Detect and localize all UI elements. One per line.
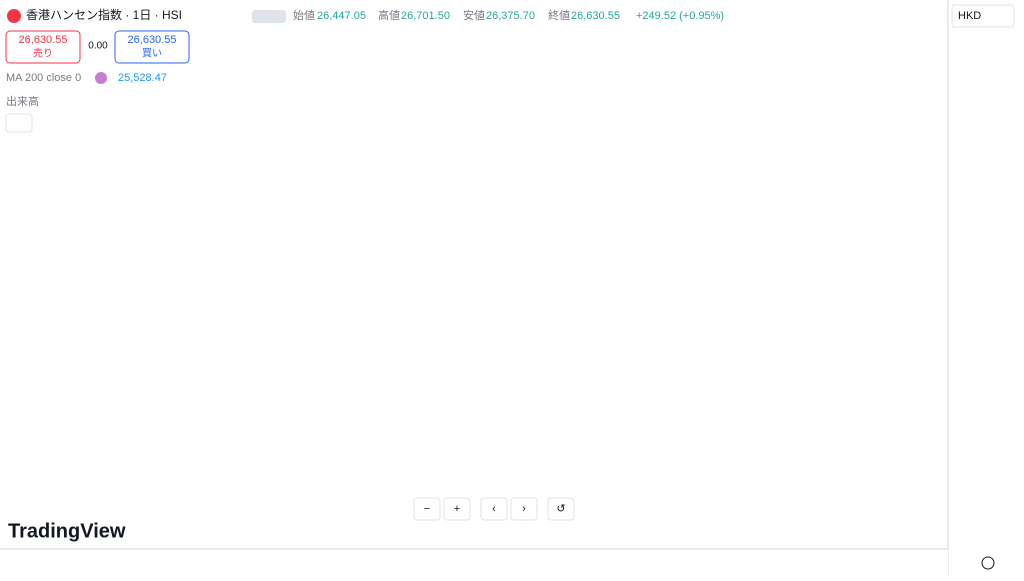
sell-price: 26,630.55: [19, 34, 68, 46]
logo: TradingView: [8, 520, 126, 542]
high-label: 高値: [378, 8, 400, 22]
close-label: 終値: [548, 8, 570, 22]
ma-icon: [95, 72, 107, 84]
buy-price: 26,630.55: [128, 34, 177, 46]
sell: 売り: [33, 47, 53, 60]
symbol-icon: [7, 9, 21, 23]
icon: ↺: [556, 503, 565, 515]
open-label: 始値: [293, 8, 315, 22]
low: 26,375.70: [486, 10, 535, 22]
collapse-button[interactable]: [5, 113, 33, 133]
icon: ›: [522, 503, 526, 515]
high: 26,701.50: [401, 10, 450, 22]
volume-label: 出来高: [6, 94, 39, 108]
buy: 買い: [142, 48, 162, 60]
badge: [252, 10, 286, 23]
scroll-right[interactable]: [510, 497, 538, 521]
close: 26,630.55: [571, 10, 620, 22]
reset[interactable]: [547, 497, 575, 521]
nav-buttons: − + ‹ › ↺: [413, 497, 575, 521]
open: 26,447.05: [317, 10, 366, 22]
buy-button[interactable]: [114, 30, 190, 64]
price-axis: [948, 0, 1024, 549]
currency-button[interactable]: [951, 4, 1015, 28]
sell-button[interactable]: [5, 30, 81, 64]
icon: ‹: [492, 503, 496, 515]
ma-value: 25,528.47: [118, 72, 167, 84]
spread: 0.00: [88, 41, 108, 52]
time-axis: [0, 549, 948, 576]
zoom-in[interactable]: [443, 497, 471, 521]
ma-label: MA 200 close 0: [6, 72, 81, 84]
zoom-out[interactable]: [413, 497, 441, 521]
settings-icon[interactable]: [981, 556, 995, 570]
low-label: 安値: [463, 8, 485, 22]
scroll-left[interactable]: [480, 497, 508, 521]
change: +249.52 (+0.95%): [636, 10, 724, 22]
title: 香港ハンセン指数 · 1日 · HSI: [26, 7, 182, 22]
icon: +: [454, 503, 460, 515]
icon: −: [424, 503, 430, 515]
currency: HKD: [958, 10, 981, 22]
